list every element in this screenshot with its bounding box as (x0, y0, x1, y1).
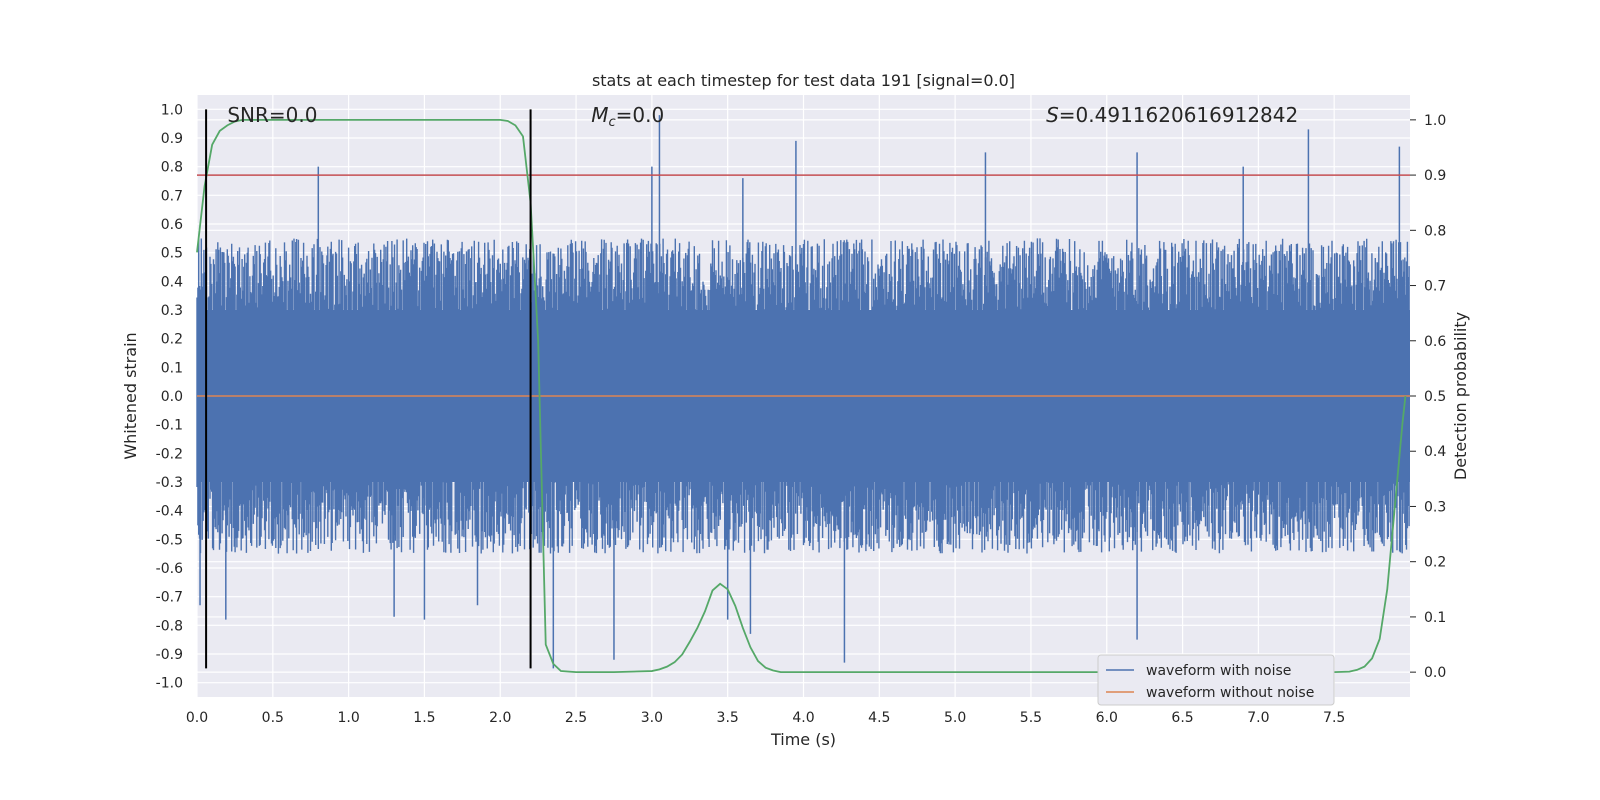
y2-tick-label: 0.6 (1424, 334, 1446, 350)
y2-tick-label: 0.0 (1424, 665, 1446, 681)
legend-box (1097, 654, 1335, 706)
y2-tick-label: 0.9 (1424, 168, 1446, 184)
y-tick-label: 0.3 (161, 303, 183, 319)
y2-tick-label: 0.1 (1424, 610, 1446, 626)
y-tick-label: 0.1 (161, 360, 183, 376)
y-tick-label: -0.2 (156, 446, 183, 462)
legend-label-clean: waveform without noise (1146, 685, 1314, 701)
y-tick-label: -0.8 (156, 618, 183, 634)
y-tick-label: -0.4 (156, 504, 183, 520)
y2-tick-label: 0.7 (1424, 279, 1446, 295)
y-axis-right-label: Detection probability (1451, 312, 1470, 480)
y-tick-label: 0.9 (161, 131, 183, 147)
chirp-mass-value: =0.0 (616, 103, 665, 127)
y-tick-label: -0.7 (156, 590, 183, 606)
y-tick-label: 0.6 (161, 217, 183, 233)
x-axis-label: Time (s) (770, 730, 836, 749)
y-tick-label: 0.5 (161, 246, 183, 262)
x-tick-label: 7.0 (1247, 710, 1269, 726)
y-axis-left-ticks: 1.0 0.9 0.8 0.7 0.6 0.5 0.4 0.3 0.2 0.1 0.0 -0.1 -0.… (156, 102, 183, 691)
x-tick-label: 5.5 (1020, 710, 1042, 726)
y2-tick-label: 0.8 (1424, 223, 1446, 239)
x-tick-label: 3.0 (641, 710, 663, 726)
x-tick-label: 1.5 (413, 710, 435, 726)
x-tick-label: 4.5 (868, 710, 890, 726)
y-tick-label: -1.0 (156, 676, 183, 692)
y-tick-label: 0.8 (161, 160, 183, 176)
snr-annotation: SNR=0.0 (227, 103, 317, 127)
y-tick-label: -0.3 (156, 475, 183, 491)
chirp-mass-annotation: Mc=0.0 (591, 103, 664, 130)
score-value: =0.4911620616912842 (1059, 103, 1298, 127)
x-tick-label: 4.0 (792, 710, 814, 726)
y-tick-label: -0.9 (156, 647, 183, 663)
x-axis-ticks: 0.0 0.5 1.0 1.5 2.0 2.5 3.0 3.5 4.0 4.5 5.0 5.5 6.0 6… (186, 710, 1345, 726)
x-tick-label: 6.5 (1171, 710, 1193, 726)
y2-tick-label: 0.3 (1424, 499, 1446, 515)
y-tick-label: 1.0 (161, 102, 183, 118)
y-tick-label: -0.1 (156, 418, 183, 434)
y-tick-label: -0.5 (156, 532, 183, 548)
x-tick-label: 6.0 (1096, 710, 1118, 726)
score-var: S (1046, 103, 1059, 127)
chirp-mass-subscript: c (608, 115, 615, 130)
x-tick-label: 7.5 (1323, 710, 1345, 726)
chart-title: stats at each timestep for test data 191… (592, 71, 1015, 90)
y-tick-label: 0.2 (161, 332, 183, 348)
y2-tick-label: 0.2 (1424, 555, 1446, 571)
y-axis-right-ticks: 1.0 0.9 0.8 0.7 0.6 0.5 0.4 0.3 0.2 0.1 0.0 (1410, 113, 1446, 681)
x-tick-label: 2.0 (489, 710, 511, 726)
y-tick-label: 0.0 (161, 389, 183, 405)
x-tick-label: 1.0 (337, 710, 359, 726)
legend-label-noise: waveform with noise (1146, 663, 1291, 679)
y2-tick-label: 0.5 (1424, 389, 1446, 405)
y2-tick-label: 1.0 (1424, 113, 1446, 129)
chirp-mass-var: M (591, 103, 608, 127)
x-tick-label: 2.5 (565, 710, 587, 726)
x-tick-label: 0.5 (262, 710, 284, 726)
y2-tick-label: 0.4 (1424, 444, 1446, 460)
score-annotation: S=0.4911620616912842 (1046, 103, 1298, 127)
y-tick-label: -0.6 (156, 561, 183, 577)
x-tick-label: 5.0 (944, 710, 966, 726)
y-axis-left-label: Whitened strain (121, 332, 140, 459)
legend: waveform with noise waveform without noi… (1097, 654, 1335, 706)
y-tick-label: 0.7 (161, 188, 183, 204)
y-tick-label: 0.4 (161, 274, 183, 290)
x-tick-label: 3.5 (717, 710, 739, 726)
x-tick-label: 0.0 (186, 710, 208, 726)
